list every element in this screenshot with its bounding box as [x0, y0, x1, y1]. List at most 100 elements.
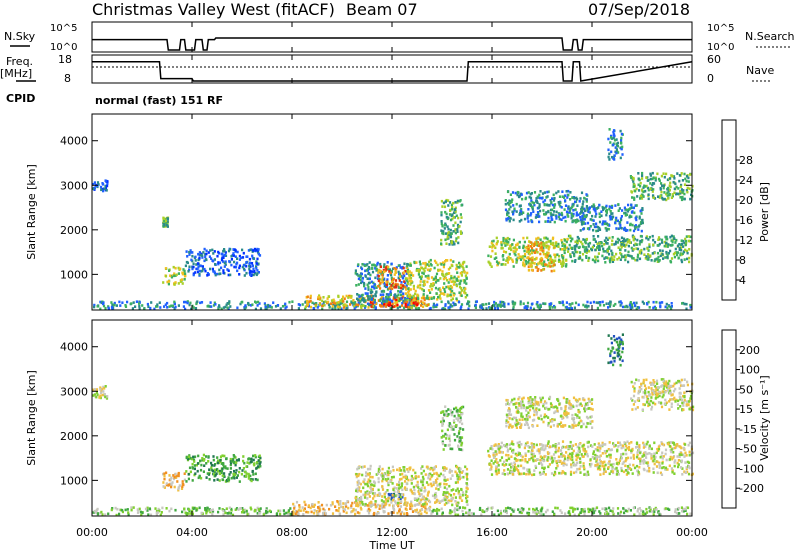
power-cell — [569, 239, 573, 243]
velocity-cell — [207, 455, 210, 458]
velocity-cell — [378, 465, 381, 468]
power-cell — [562, 242, 565, 246]
power-cell — [184, 307, 187, 311]
power-cell — [603, 250, 606, 253]
power-cell — [630, 206, 633, 209]
power-cell — [318, 303, 322, 306]
power-cell — [364, 305, 367, 308]
power-cell — [514, 191, 517, 195]
power-cell — [547, 216, 550, 220]
velocity-cell — [438, 483, 441, 486]
velocity-cell — [187, 473, 190, 476]
velocity-cell — [389, 479, 392, 483]
power-cell — [164, 274, 168, 278]
power-cell — [535, 237, 538, 241]
velocity-cell — [381, 479, 384, 483]
power-cell — [381, 299, 385, 302]
power-cell — [380, 278, 383, 282]
power-cell — [441, 224, 444, 227]
power-cell — [454, 206, 457, 210]
velocity-cell — [645, 442, 648, 446]
power-cell — [420, 266, 424, 270]
power-cell — [669, 235, 672, 239]
power-cell — [522, 302, 525, 305]
velocity-cell — [500, 456, 504, 459]
power-cell — [647, 249, 650, 252]
velocity-cell — [210, 464, 213, 467]
power-cell — [373, 304, 376, 308]
power-cell — [252, 273, 255, 277]
power-cell — [587, 242, 590, 246]
power-cell — [337, 295, 340, 299]
power-cell — [107, 305, 110, 308]
power-cell — [585, 198, 588, 201]
power-cell — [496, 240, 499, 243]
velocity-cell — [303, 507, 306, 510]
velocity-cell — [266, 510, 269, 514]
power-cell — [571, 246, 574, 250]
velocity-cell — [443, 466, 446, 469]
power-cell — [194, 271, 197, 274]
velocity-cell — [366, 467, 370, 471]
velocity-cell — [661, 451, 664, 455]
power-cell — [542, 262, 545, 266]
power-cell — [430, 288, 433, 291]
power-cell — [507, 211, 510, 215]
power-cell — [680, 260, 684, 264]
power-cell — [602, 208, 605, 212]
power-cell — [669, 185, 672, 189]
velocity-cell — [505, 443, 508, 446]
power-cell — [661, 253, 664, 256]
velocity-cell — [607, 467, 610, 470]
velocity-cell — [99, 388, 102, 391]
velocity-cell — [387, 499, 390, 503]
power-cell — [624, 249, 627, 252]
power-cell — [536, 263, 539, 266]
velocity-cell — [181, 480, 184, 483]
power-cell — [596, 229, 600, 232]
velocity-cell — [452, 488, 455, 491]
power-cell — [544, 263, 547, 266]
power-cell — [609, 260, 612, 264]
power-cell — [588, 256, 591, 260]
power-cell — [514, 253, 517, 257]
velocity-cell — [464, 472, 467, 476]
power-cell — [634, 189, 637, 193]
power-cell — [400, 281, 403, 284]
power-cell — [197, 270, 200, 274]
power-cell — [522, 261, 525, 264]
power-cell — [574, 240, 577, 244]
power-cell — [597, 301, 600, 305]
velocity-cell — [256, 512, 259, 515]
power-cell — [615, 216, 618, 220]
velocity-cell — [583, 512, 586, 516]
power-cell — [522, 246, 525, 250]
power-cell — [653, 241, 657, 244]
velocity-cell — [465, 500, 468, 504]
velocity-cell — [478, 508, 481, 511]
velocity-cell — [100, 510, 103, 514]
power-cell — [619, 258, 622, 261]
velocity-cell — [203, 464, 206, 467]
velocity-cell — [445, 467, 448, 470]
power-cell — [549, 258, 552, 261]
power-cell — [357, 263, 360, 266]
power-cell — [222, 306, 225, 309]
power-cell — [671, 194, 674, 198]
power-cell — [196, 300, 199, 303]
nave-label: Nave — [746, 64, 774, 77]
power-cell — [391, 302, 394, 306]
power-cell — [407, 287, 410, 291]
velocity-cell — [530, 456, 533, 460]
power-cell — [551, 258, 554, 262]
velocity-cell — [191, 457, 194, 461]
velocity-cell — [216, 456, 219, 459]
power-cell — [547, 210, 550, 214]
velocity-cell — [434, 492, 437, 495]
velocity-cell — [612, 512, 615, 516]
power-cell — [652, 182, 656, 185]
power-cell — [632, 180, 635, 183]
velocity-cell — [460, 488, 463, 492]
power-cell — [403, 274, 406, 278]
velocity-cell — [424, 505, 427, 508]
